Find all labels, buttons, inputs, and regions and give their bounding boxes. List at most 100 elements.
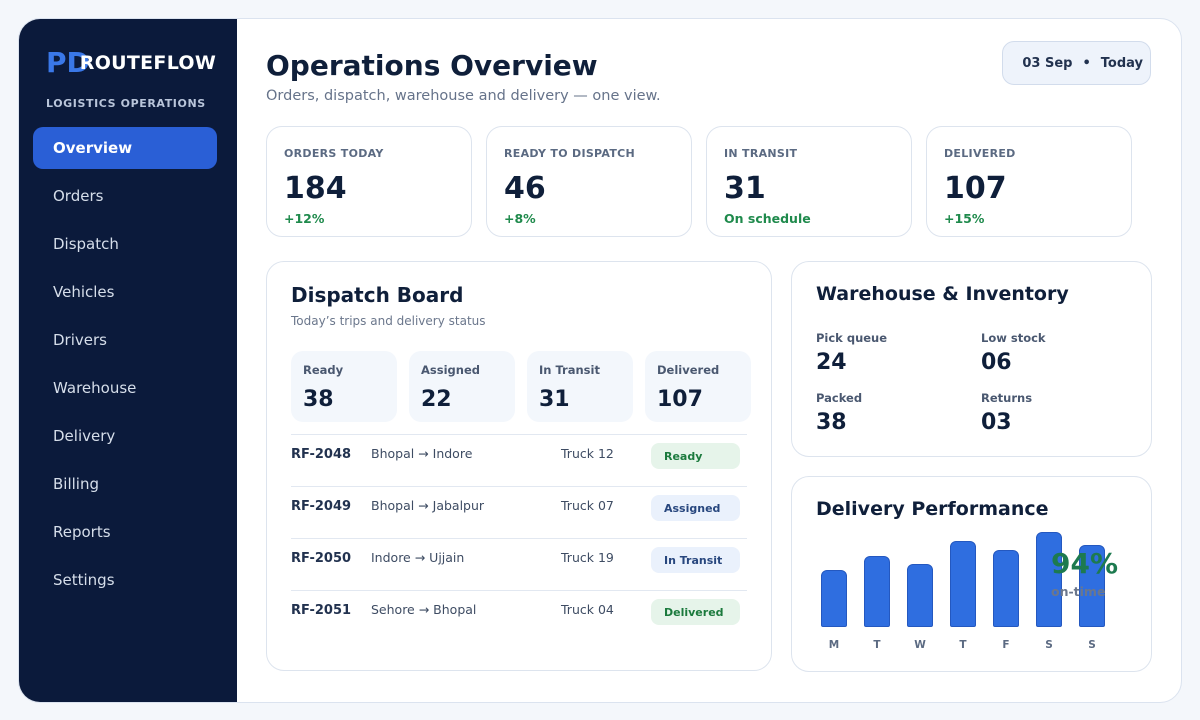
page-title: Operations Overview [266,49,598,82]
date-label: 03 Sep [1022,55,1073,71]
chart-tick-label: F [1002,639,1010,651]
sidebar-item-dispatch[interactable]: Dispatch [53,235,119,253]
warehouse-metric-value: 24 [816,350,847,375]
chart-bar[interactable] [864,556,890,627]
chart-tick-label: S [1088,639,1096,651]
warehouse-metric-value: 38 [816,410,847,435]
page-subtitle: Orders, dispatch, warehouse and delivery… [266,88,661,104]
dispatch-stat-transit[interactable]: In Transit 31 [527,351,633,422]
kpi-value: 107 [944,171,1007,206]
kpi-label: DELIVERED [944,147,1016,160]
kpi-label: ORDERS TODAY [284,147,384,160]
sidebar-item-settings[interactable]: Settings [53,571,115,589]
chart-tick-label: T [873,639,881,651]
trip-route: Sehore → Bhopal [371,602,477,617]
trip-route: Bhopal → Indore [371,446,473,461]
dispatch-title: Dispatch Board [291,283,464,307]
table-row[interactable]: RF-2050 Indore → Ujjain Truck 19 In Tran… [291,538,747,590]
sidebar-nav: Overview Orders Dispatch Vehicles Driver… [33,127,217,607]
chart-tick-label: S [1045,639,1053,651]
stat-value: 38 [303,387,334,412]
kpi-value: 184 [284,171,347,206]
kpi-card-transit[interactable]: IN TRANSIT 31 On schedule [706,126,912,237]
brand-mark: PD [46,46,90,79]
stat-label: In Transit [539,363,600,377]
trip-vehicle: Truck 12 [561,446,614,461]
delivery-performance-card: Delivery Performance M T W T F S S 94% on-time [791,476,1152,672]
sidebar-item-reports[interactable]: Reports [53,523,111,541]
kpi-value: 31 [724,171,766,206]
table-row[interactable]: RF-2048 Bhopal → Indore Truck 12 Ready [291,434,747,486]
sidebar: PD ROUTEFLOW LOGISTICS OPERATIONS Overvi… [19,19,237,702]
stat-value: 22 [421,387,452,412]
brand-logo[interactable]: PD ROUTEFLOW [46,46,216,79]
table-row[interactable]: RF-2051 Sehore → Bhopal Truck 04 Deliver… [291,590,747,642]
warehouse-card: Warehouse & Inventory Pick queue 24 Low … [791,261,1152,457]
dispatch-stat-assigned[interactable]: Assigned 22 [409,351,515,422]
warehouse-metric-label: Pick queue [816,331,888,345]
kpi-delta: +15% [944,211,985,226]
chart-bar[interactable] [907,564,933,627]
chart-bar[interactable] [821,570,847,627]
kpi-card-delivered[interactable]: DELIVERED 107 +15% [926,126,1132,237]
sidebar-item-vehicles[interactable]: Vehicles [53,283,115,301]
status-badge: In Transit [651,547,740,573]
trip-vehicle: Truck 07 [561,498,614,513]
chart-tick-label: M [828,639,840,651]
dispatch-board-card: Dispatch Board Today’s trips and deliver… [266,261,772,671]
sidebar-item-billing[interactable]: Billing [53,475,99,493]
stat-label: Delivered [657,363,720,377]
status-badge: Assigned [651,495,740,521]
warehouse-metric-label: Packed [816,391,863,405]
chart-bar[interactable] [950,541,976,627]
on-time-caption: on-time [1051,584,1106,599]
sidebar-item-overview[interactable]: Overview [33,127,217,169]
brand-subtitle: LOGISTICS OPERATIONS [46,97,206,110]
sidebar-item-delivery[interactable]: Delivery [53,427,116,445]
stat-label: Assigned [421,363,480,377]
app-window: PD ROUTEFLOW LOGISTICS OPERATIONS Overvi… [18,18,1182,703]
table-row[interactable]: RF-2049 Bhopal → Jabalpur Truck 07 Assig… [291,486,747,538]
kpi-delta: On schedule [724,211,811,226]
kpi-label: IN TRANSIT [724,147,798,160]
warehouse-title: Warehouse & Inventory [816,283,1069,305]
dispatch-stat-ready[interactable]: Ready 38 [291,351,397,422]
performance-title: Delivery Performance [816,498,1049,520]
trip-vehicle: Truck 19 [561,550,614,565]
date-separator: • [1082,55,1091,71]
on-time-percent: 94% [1051,547,1119,580]
warehouse-metric-label: Returns [981,391,1033,405]
warehouse-metric-value: 03 [981,410,1012,435]
date-relative: Today [1100,55,1143,71]
stat-label: Ready [303,363,344,377]
status-badge: Ready [651,443,740,469]
trip-vehicle: Truck 04 [561,602,614,617]
trip-id: RF-2050 [291,551,352,566]
dispatch-stat-delivered[interactable]: Delivered 107 [645,351,751,422]
status-badge: Delivered [651,599,740,625]
chart-bar[interactable] [993,550,1019,627]
brand-name: ROUTEFLOW [79,51,217,74]
chart-bar[interactable] [1079,545,1105,627]
trip-id: RF-2049 [291,499,352,514]
kpi-card-ready[interactable]: READY TO DISPATCH 46 +8% [486,126,692,237]
chart-tick-label: W [914,639,926,651]
kpi-card-orders[interactable]: ORDERS TODAY 184 +12% [266,126,472,237]
date-selector[interactable]: 03 Sep • Today [1002,41,1151,85]
chart-tick-label: T [959,639,967,651]
sidebar-item-warehouse[interactable]: Warehouse [53,379,137,397]
chart-bar[interactable] [1036,532,1062,627]
warehouse-metric-value: 06 [981,350,1012,375]
trip-id: RF-2051 [291,603,352,618]
trip-route: Indore → Ujjain [371,550,465,565]
sidebar-item-orders[interactable]: Orders [53,187,104,205]
trip-route: Bhopal → Jabalpur [371,498,485,513]
sidebar-item-drivers[interactable]: Drivers [53,331,107,349]
kpi-delta: +12% [284,211,325,226]
main-content: Operations Overview Orders, dispatch, wa… [237,19,1181,702]
kpi-delta: +8% [504,211,536,226]
kpi-label: READY TO DISPATCH [504,147,636,160]
trip-id: RF-2048 [291,447,352,462]
stat-value: 31 [539,387,570,412]
dispatch-subtitle: Today’s trips and delivery status [291,314,486,328]
